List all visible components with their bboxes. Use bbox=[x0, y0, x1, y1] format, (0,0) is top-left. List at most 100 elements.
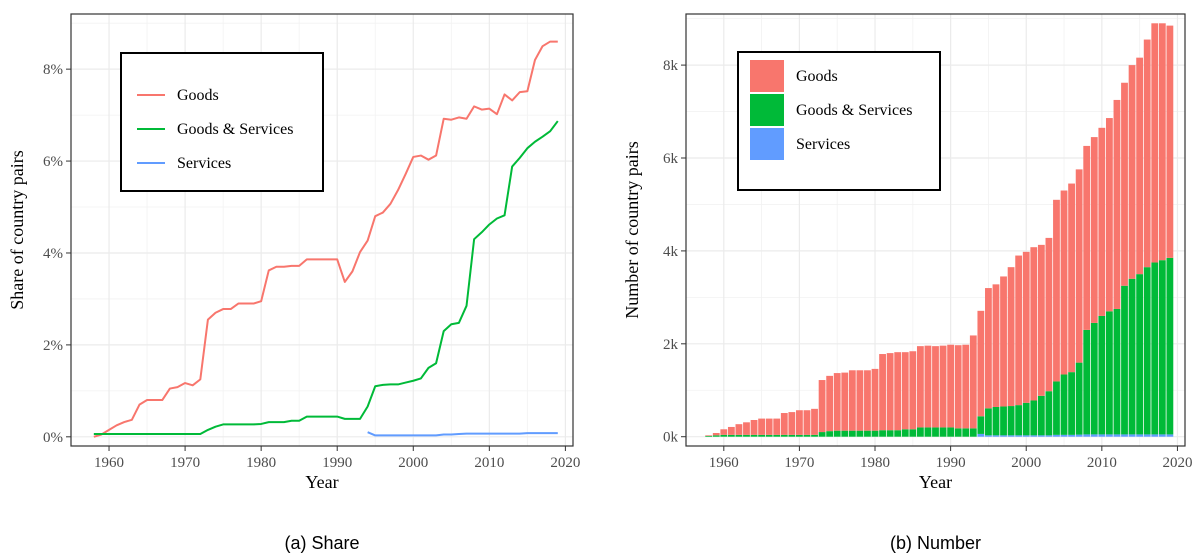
bar-goods bbox=[1105, 118, 1113, 312]
y-tick-label: 4k bbox=[663, 244, 679, 260]
bar-goods bbox=[720, 429, 728, 435]
bar-goods bbox=[796, 410, 803, 435]
bar-goods bbox=[909, 351, 917, 430]
legend-box bbox=[120, 52, 324, 192]
bar-goods-services bbox=[826, 431, 834, 437]
bar-goods bbox=[1098, 127, 1106, 316]
x-tick-label: 2020 bbox=[550, 455, 580, 471]
bar-goods-services bbox=[1007, 406, 1015, 436]
bar-goods-services bbox=[1068, 372, 1075, 435]
bar-goods-services bbox=[743, 434, 750, 437]
bar-goods-services bbox=[1060, 374, 1068, 435]
bar-services bbox=[1098, 434, 1106, 437]
bar-goods-services bbox=[1030, 400, 1038, 436]
bar-goods bbox=[811, 408, 818, 435]
bar-goods-services bbox=[758, 434, 765, 437]
bar-goods-services bbox=[992, 406, 1000, 436]
bar-goods bbox=[1151, 23, 1159, 263]
panel-share-chart: 1960 1970 1980 1990 2000 2010 2020 0%2%4%6%8% … bbox=[7, 13, 580, 553]
bar-services bbox=[992, 435, 1000, 437]
y-tick-label: 6k bbox=[663, 151, 679, 167]
bar-goods-services bbox=[1015, 405, 1023, 436]
x-tick-label: 1990 bbox=[936, 455, 966, 471]
bar-services bbox=[1053, 434, 1060, 437]
bar-goods bbox=[780, 413, 788, 435]
y-tick-label: 0% bbox=[43, 430, 63, 446]
bar-goods-services bbox=[765, 434, 773, 437]
bar-goods-services bbox=[1037, 395, 1045, 436]
share-legend: Goods Goods & Services Services bbox=[120, 52, 324, 192]
bar-goods-services bbox=[1105, 311, 1113, 435]
bar-goods bbox=[1083, 145, 1091, 330]
number-y-axis-title: Number of country pairs bbox=[622, 141, 642, 318]
bar-goods bbox=[1136, 57, 1144, 275]
bar-goods bbox=[712, 432, 720, 436]
bar-services bbox=[1090, 434, 1098, 437]
number-caption: (b) Number bbox=[890, 533, 981, 553]
bar-goods bbox=[932, 346, 939, 428]
bar-services bbox=[1060, 434, 1068, 437]
legend-label: Goods bbox=[177, 87, 219, 104]
x-tick-label: 1970 bbox=[170, 455, 200, 471]
bar-goods-services bbox=[916, 427, 924, 437]
bar-goods bbox=[1060, 190, 1068, 375]
number-x-axis: 1960 1970 1980 1990 2000 2010 2020 bbox=[709, 446, 1192, 471]
bar-goods-services bbox=[1083, 329, 1091, 435]
bar-services bbox=[1030, 435, 1038, 437]
number-stacked-bars bbox=[705, 23, 1174, 437]
bar-services bbox=[985, 435, 992, 437]
bar-goods-services bbox=[894, 430, 902, 437]
x-tick-label: 2010 bbox=[1087, 455, 1117, 471]
bar-goods-services bbox=[985, 408, 992, 436]
number-y-axis: 0k 2k 4k 6k 8k bbox=[663, 58, 686, 446]
bar-services bbox=[977, 433, 985, 437]
x-tick-label: 2010 bbox=[474, 455, 504, 471]
bar-goods bbox=[947, 344, 955, 428]
bar-goods-services bbox=[977, 416, 985, 434]
legend-key-swatch bbox=[750, 94, 784, 126]
bar-goods bbox=[1158, 23, 1166, 261]
bar-services bbox=[1105, 434, 1113, 437]
bar-services bbox=[1121, 434, 1128, 437]
bar-goods bbox=[962, 344, 970, 429]
bar-goods-services bbox=[879, 430, 886, 437]
bar-services bbox=[1007, 435, 1015, 437]
bar-goods-services bbox=[939, 427, 947, 437]
legend-label: Goods & Services bbox=[796, 102, 912, 119]
bar-goods bbox=[864, 370, 871, 431]
share-plot-border bbox=[70, 13, 574, 447]
bar-goods-services bbox=[864, 430, 871, 437]
bar-goods bbox=[1128, 65, 1136, 279]
bar-goods bbox=[705, 435, 713, 436]
x-tick-label: 1990 bbox=[322, 455, 352, 471]
bar-services bbox=[1136, 434, 1144, 437]
bar-goods bbox=[879, 354, 886, 431]
bar-goods bbox=[758, 418, 765, 435]
bar-goods-services bbox=[705, 435, 713, 437]
bar-goods bbox=[916, 346, 924, 428]
bar-goods bbox=[1121, 82, 1128, 286]
legend-key-swatch bbox=[750, 128, 784, 160]
bar-goods-services bbox=[1121, 285, 1128, 435]
bar-goods-services bbox=[1000, 406, 1007, 436]
bar-goods bbox=[735, 424, 743, 435]
bar-services bbox=[1143, 434, 1151, 437]
bar-goods-services bbox=[796, 434, 803, 437]
bar-goods bbox=[856, 370, 864, 431]
bar-services bbox=[1015, 435, 1023, 437]
share-y-axis-title: Share of country pairs bbox=[7, 150, 27, 309]
x-tick-label: 1970 bbox=[784, 455, 814, 471]
bar-goods-services bbox=[811, 434, 818, 437]
y-tick-label: 0k bbox=[663, 430, 679, 446]
y-tick-label: 4% bbox=[43, 246, 63, 262]
bar-goods bbox=[992, 284, 1000, 407]
bar-goods-services bbox=[1098, 315, 1106, 435]
bar-goods-services bbox=[924, 427, 932, 437]
bar-goods-services bbox=[848, 430, 856, 437]
bar-services bbox=[1113, 434, 1121, 437]
bar-goods-services bbox=[803, 434, 811, 437]
share-series-lines bbox=[93, 40, 559, 438]
bar-goods bbox=[954, 345, 962, 429]
share-x-axis: 1960 1970 1980 1990 2000 2010 2020 bbox=[94, 446, 580, 471]
